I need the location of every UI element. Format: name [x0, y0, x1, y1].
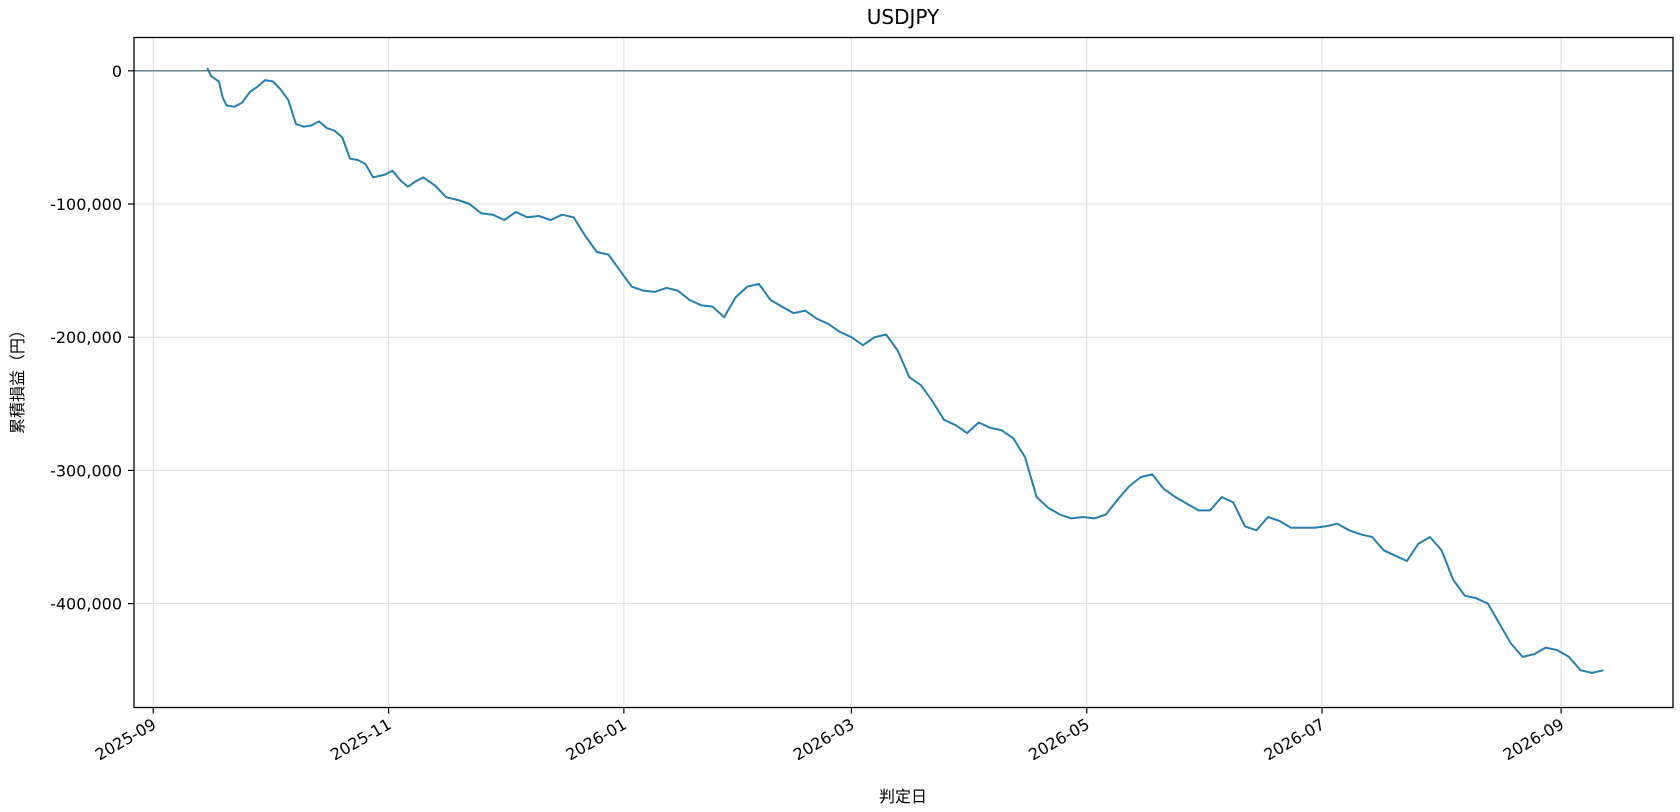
x-tick-label: 2026-03	[790, 715, 857, 765]
y-axis-label: 累積損益（円）	[8, 322, 27, 434]
x-tick-label: 2025-09	[92, 715, 159, 765]
y-tick-label: 0	[112, 62, 122, 81]
y-tick-label: -200,000	[50, 328, 122, 347]
x-tick-label: 2026-01	[562, 715, 629, 765]
x-axis-ticks: 2025-09 2025-11 2026-01 2026-03 2026-05 2026-…	[92, 707, 1567, 765]
x-tick-label: 2026-05	[1025, 715, 1092, 765]
x-tick-label: 2025-11	[327, 715, 394, 765]
y-tick-label: -300,000	[50, 461, 122, 480]
x-tick-label: 2026-09	[1500, 715, 1567, 765]
chart-title: USDJPY	[867, 5, 940, 29]
y-axis-ticks: 0 -100,000 -200,000 -300,000 -400,000	[50, 62, 134, 614]
cumulative-pnl-line	[206, 67, 1604, 674]
x-tick-label: 2026-07	[1261, 715, 1328, 765]
y-tick-label: -400,000	[50, 595, 122, 614]
y-tick-label: -100,000	[50, 195, 122, 214]
grid	[134, 37, 1673, 708]
plot-frame	[133, 36, 1674, 709]
x-axis-label: 判定日	[879, 787, 927, 806]
